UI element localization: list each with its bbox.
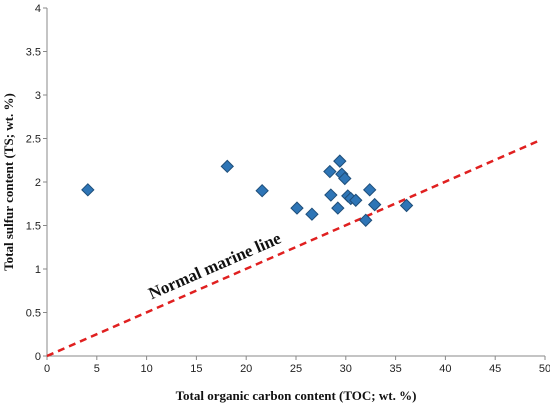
- x-tick-label: 40: [439, 363, 451, 375]
- x-tick-label: 20: [240, 363, 252, 375]
- y-tick-label: 4: [35, 3, 41, 15]
- data-point: [399, 198, 414, 213]
- data-point: [255, 183, 269, 198]
- data-point: [331, 201, 345, 215]
- x-axis-title: Total organic carbon content (TOC; wt. %…: [176, 388, 417, 403]
- data-point: [220, 159, 234, 174]
- y-axis-title: Total sulfur content (TS; wt. %): [1, 93, 16, 271]
- data-point: [333, 154, 347, 168]
- normal-marine-line: [46, 139, 541, 358]
- data-point: [81, 183, 95, 197]
- y-tick-label: 2.5: [26, 134, 41, 146]
- y-tick-label: 0: [35, 351, 41, 363]
- y-axis-ticks: 0 0.5 1 1.5 2 2.5 3 3.5 4: [26, 3, 47, 363]
- data-point: [349, 193, 363, 207]
- data-point: [305, 207, 319, 221]
- reference-line: [46, 139, 541, 358]
- y-tick-label: 1: [35, 264, 41, 276]
- data-point: [323, 164, 337, 179]
- y-tick-label: 3.5: [26, 47, 41, 59]
- x-tick-label: 10: [140, 363, 152, 375]
- y-tick-label: 1.5: [26, 221, 41, 233]
- data-point: [362, 183, 377, 197]
- y-tick-label: 0.5: [26, 308, 41, 320]
- x-tick-label: 15: [190, 363, 202, 375]
- data-point: [324, 188, 338, 202]
- x-tick-label: 30: [340, 363, 352, 375]
- y-tick-label: 2: [35, 177, 41, 189]
- y-tick-label: 3: [35, 90, 41, 102]
- x-tick-label: 0: [44, 363, 50, 375]
- reference-line-label: Normal marine line: [146, 228, 285, 303]
- x-axis-ticks: 0 5 10 15 20 25 30 35 40 45 50: [44, 356, 550, 375]
- data-points: [81, 154, 414, 227]
- x-tick-label: 35: [389, 363, 401, 375]
- data-point: [359, 213, 373, 227]
- x-tick-label: 45: [489, 363, 501, 375]
- data-point: [290, 201, 304, 215]
- x-tick-label: 25: [290, 363, 302, 375]
- axes: [46, 8, 545, 357]
- x-tick-label: 50: [539, 363, 550, 375]
- x-tick-label: 5: [94, 363, 100, 375]
- data-point: [367, 197, 382, 212]
- data-point: [338, 171, 352, 186]
